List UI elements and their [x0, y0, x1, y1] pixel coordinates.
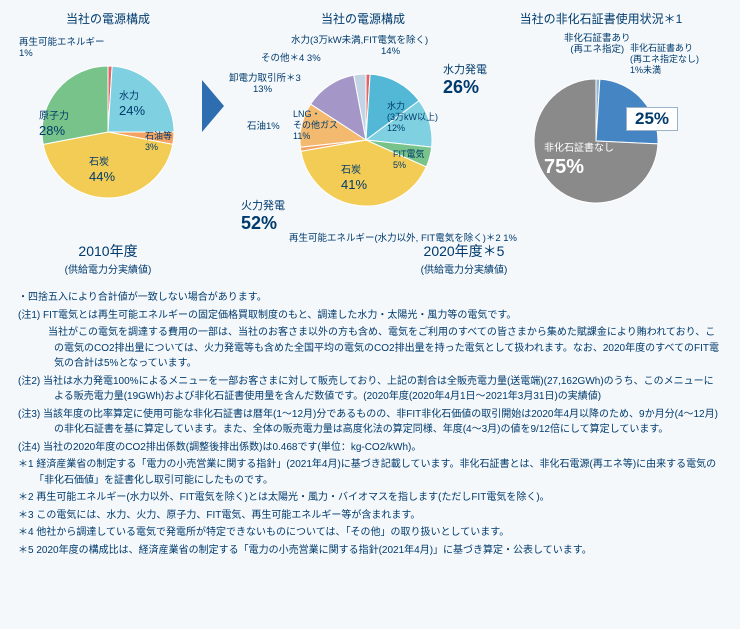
lbl-coal-2010: 石炭44%	[89, 157, 115, 185]
charts-row: 当社の電源構成 再生可能エネルギー 1% 水力24% 石油等3% 石炭44% 原…	[18, 10, 722, 241]
note-s2: ＊2 再生可能エネルギー(水力以外、FIT電気を除く)とは太陽光・風力・バイオマ…	[18, 490, 722, 506]
panel-2010: 当社の電源構成 再生可能エネルギー 1% 水力24% 石油等3% 石炭44% 原…	[18, 10, 198, 241]
panel-title-2010: 当社の電源構成	[66, 10, 150, 27]
note-s5: ＊5 2020年度の構成比は、経済産業省の制定する「電力の小売営業に関する指針(…	[18, 543, 722, 559]
panel-title-cert: 当社の非化石証書使用状況＊1	[520, 10, 683, 27]
notes-block: ・四捨五入により合計値が一致しない場合があります。 (注1) FIT電気とは再生…	[18, 290, 722, 558]
lbl-oil-2010: 石油等3%	[145, 131, 172, 153]
lbl-hydro-large: 水力(3万kW以上)12%	[387, 101, 438, 133]
arrow-icon	[202, 80, 224, 132]
year-2020-sub: (供給電力分実績値)	[334, 261, 594, 276]
lbl-hydro-2010: 水力24%	[119, 91, 145, 119]
year-2010: 2010年度	[18, 241, 198, 261]
panel-title-2020: 当社の電源構成	[321, 10, 405, 27]
note-1b: 当社がこの電気を調達する費用の一部は、当社のお客さま以外の方も含め、電気をご利用…	[18, 325, 722, 372]
ext-cert-yes-nore: 非化石証書あり(再エネ指定なし)1%未満	[630, 43, 699, 75]
ext-jepx: 卸電力取引所＊3 13%	[229, 73, 301, 96]
ext-other: その他＊4 3%	[261, 53, 321, 64]
note-s4: ＊4 他社から調達している電気で発電所が特定できないものについては、「その他」の…	[18, 525, 722, 541]
callout-hydro: 水力発電26%	[443, 61, 487, 98]
note-4: (注4) 当社の2020年度のCO2排出係数(調整後排出係数)は0.468です(…	[18, 440, 722, 456]
panel-cert: 当社の非化石証書使用状況＊1 非化石証書あり(再エネ指定) 非化石証書あり(再エ…	[506, 10, 696, 241]
lbl-fit: FIT電気5%	[393, 149, 425, 171]
note-3: (注3) 当該年度の比率算定に使用可能な非化石証書は暦年(1〜12月)分であるも…	[18, 407, 722, 438]
note-s3: ＊3 この電気には、水力、火力、原子力、FIT電気、再生可能エネルギー等が含まれ…	[18, 508, 722, 524]
lbl-lng: LNG・その他ガス11%	[293, 109, 338, 141]
note-rounding: ・四捨五入により合計値が一致しない場合があります。	[18, 290, 722, 306]
lbl-cert-none: 非化石証書なし 75%	[544, 143, 614, 179]
lbl-nuclear-2010: 原子力28%	[39, 111, 69, 139]
box-25: 25%	[626, 107, 678, 131]
note-1a: (注1) FIT電気とは再生可能エネルギーの固定価格買取制度のもと、調達した水力…	[18, 308, 722, 324]
pie-cert	[526, 71, 666, 211]
ext-renewable: 再生可能エネルギー(水力以外, FIT電気を除く)＊2 1%	[289, 233, 517, 244]
lbl-coal-2020: 石炭41%	[341, 165, 367, 193]
ext-oil: 石油1%	[247, 121, 280, 132]
ext-cert-yes-re: 非化石証書あり(再エネ指定)	[564, 33, 631, 56]
note-2: (注2) 当社は水力発電100%によるメニューを一部お客さまに対して販売しており…	[18, 374, 722, 405]
note-s1: ＊1 経済産業省の制定する「電力の小売営業に関する指針」(2021年4月)に基づ…	[18, 457, 722, 488]
year-2010-sub: (供給電力分実績値)	[18, 261, 198, 276]
ext-label-renewable-2010: 再生可能エネルギー 1%	[19, 37, 105, 60]
panel-2020: 当社の電源構成 水力発電26% 火力発電52% 水力(3万kW以上)12% FI…	[228, 10, 498, 241]
callout-thermal: 火力発電52%	[241, 197, 285, 234]
